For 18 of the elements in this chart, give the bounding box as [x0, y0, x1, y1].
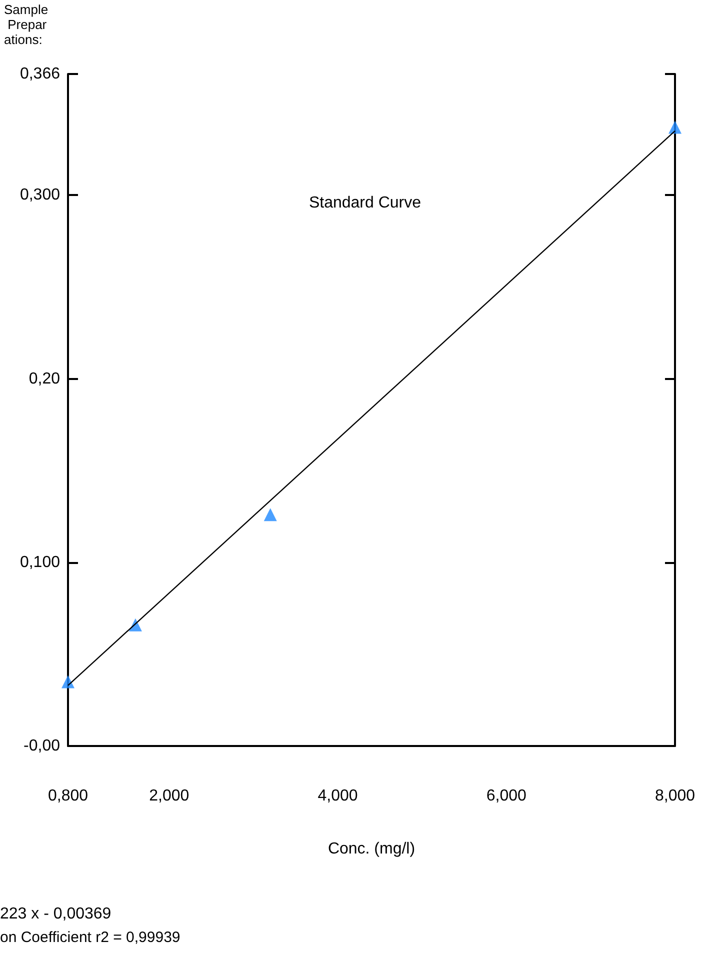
x-axis-title: Conc. (mg/l)	[328, 840, 416, 858]
text: Sample Preparations:	[4, 2, 48, 47]
y-tick-label: 0,300	[20, 186, 60, 204]
x-tick-label: 6,000	[486, 788, 527, 804]
x-tick-label: 0,800	[48, 788, 88, 804]
y-tick-label: -0,00	[24, 738, 60, 754]
x-tick-label: 8,000	[654, 788, 696, 804]
text: Standard Curve	[308, 194, 422, 212]
point	[668, 120, 682, 134]
text: on Coefficient r2 = 0,99939	[0, 929, 180, 946]
point	[264, 508, 277, 522]
y-tick-label: 0,100	[20, 554, 60, 571]
x-tick-label: 2,000	[149, 788, 190, 804]
y-tick-label: 0,20	[28, 370, 60, 388]
point	[62, 675, 74, 688]
y-tick-label: 0,366	[20, 66, 60, 82]
x-tick-label: 4,000	[318, 788, 358, 804]
text: 223 x - 0,00369	[0, 906, 112, 922]
